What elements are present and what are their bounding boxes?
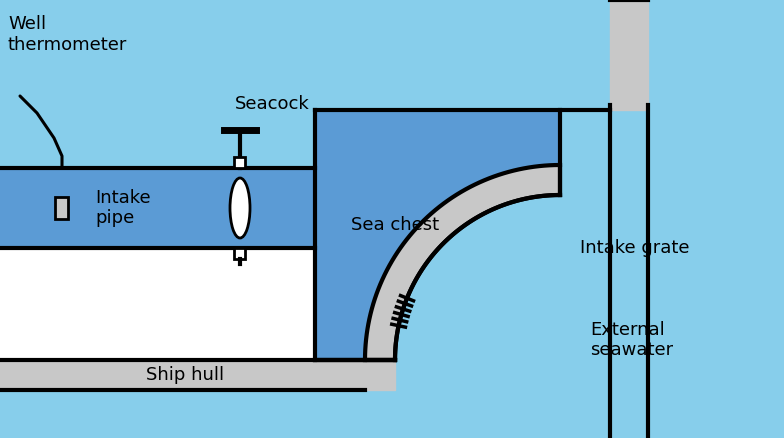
Bar <box>234 248 245 259</box>
Bar <box>0 168 315 248</box>
Bar <box>610 0 648 110</box>
Text: Intake
pipe: Intake pipe <box>95 189 151 227</box>
Polygon shape <box>315 110 560 360</box>
Bar <box>0 248 395 360</box>
Text: Seacock: Seacock <box>235 95 310 113</box>
Bar <box>56 197 68 219</box>
Text: External
seawater: External seawater <box>590 321 673 360</box>
Text: Ship hull: Ship hull <box>146 366 224 384</box>
Ellipse shape <box>230 178 250 238</box>
Bar <box>234 157 245 168</box>
Text: Well
thermometer: Well thermometer <box>8 15 127 54</box>
Text: Sea chest: Sea chest <box>351 216 439 234</box>
Text: Intake grate: Intake grate <box>580 239 689 257</box>
Polygon shape <box>365 165 560 360</box>
Bar <box>0 360 395 390</box>
